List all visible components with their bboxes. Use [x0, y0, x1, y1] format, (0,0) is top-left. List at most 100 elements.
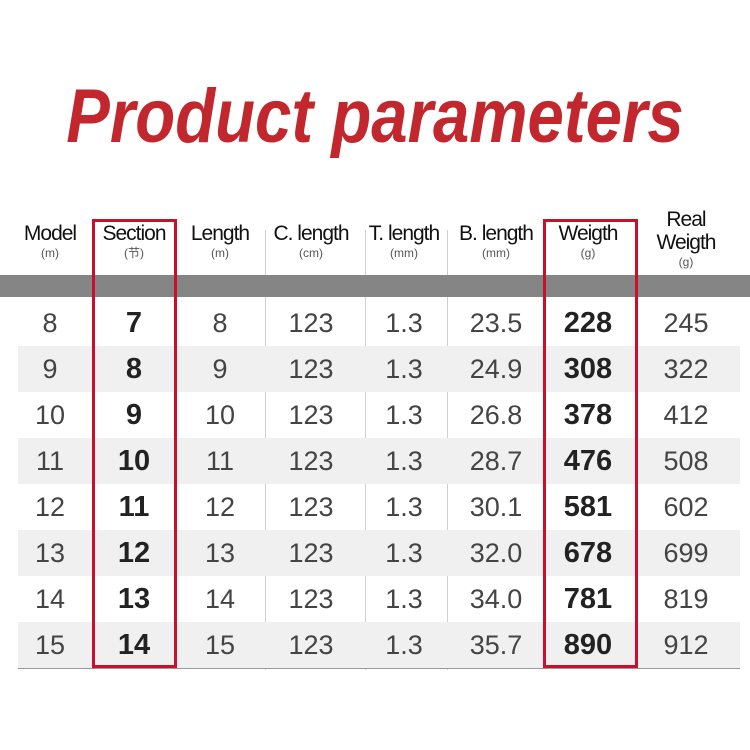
table-cell: 30.1: [469, 492, 523, 522]
table-cell: 1.3: [385, 538, 423, 568]
table-cell: 1.3: [385, 492, 423, 522]
table-cell: 34.0: [469, 584, 523, 614]
highlight-box: [543, 219, 638, 668]
table-row: 9 8 9 123 1.3 24.9 308 322: [18, 346, 740, 392]
column-unit: (cm): [299, 246, 323, 260]
table-row: 12 11 12 123 1.3 30.1 581 602: [18, 484, 740, 530]
table-cell: 123: [288, 446, 334, 476]
table-cell: 13: [34, 538, 66, 568]
table-row: 8 7 8 123 1.3 23.5 228 245: [18, 300, 740, 346]
table-cell: 12: [117, 537, 151, 569]
table-row: 13 12 13 123 1.3 32.0 678 699: [18, 530, 740, 576]
table-row: 11 10 11 123 1.3 28.7 476 508: [18, 438, 740, 484]
column-header: T. length (mm): [368, 222, 440, 260]
table-cell: 228: [563, 307, 613, 339]
table-cell: 322: [663, 354, 709, 384]
table-cell: 308: [563, 353, 613, 385]
column-label: Weigth: [558, 222, 619, 245]
table-cell: 8: [42, 308, 58, 338]
table-cell: 1.3: [385, 400, 423, 430]
table-cell: 9: [42, 354, 58, 384]
table-cell: 508: [663, 446, 709, 476]
table-cell: 1.3: [385, 630, 423, 660]
column-header: C. length (cm): [273, 222, 349, 260]
table-cell: 26.8: [469, 400, 523, 430]
table-cell: 14: [117, 629, 151, 661]
table-cell: 8: [125, 353, 143, 385]
table-cell: 15: [34, 630, 66, 660]
column-header: Model (m): [23, 222, 77, 260]
table-cell: 11: [205, 446, 235, 476]
column-label: B. length: [459, 222, 534, 245]
table-cell: 378: [563, 399, 613, 431]
column-unit: (m): [210, 246, 229, 260]
table-cell: 123: [288, 400, 334, 430]
table-cell: 11: [35, 446, 65, 476]
table-cell: 123: [288, 354, 334, 384]
header-band: [0, 275, 750, 297]
table-cell: 14: [34, 584, 66, 614]
column-label: Section: [102, 222, 166, 245]
table-row: 14 13 14 123 1.3 34.0 781 819: [18, 576, 740, 622]
table-bottom-border: [18, 668, 740, 669]
table-cell: 123: [288, 308, 334, 338]
table-cell: 35.7: [469, 630, 523, 660]
table-cell: 14: [204, 584, 236, 614]
table-cell: 24.9: [469, 354, 523, 384]
table-cell: 7: [125, 307, 143, 339]
table-cell: 9: [125, 399, 143, 431]
table-cell: 13: [117, 583, 151, 615]
table-cell: 1.3: [385, 446, 423, 476]
column-header: Real Weigth (g): [646, 208, 726, 269]
table-cell: 8: [212, 308, 228, 338]
table-cell: 123: [288, 630, 334, 660]
table-row: 15 14 15 123 1.3 35.7 890 912: [18, 622, 740, 668]
table-cell: 123: [288, 538, 334, 568]
table-cell: 678: [563, 537, 613, 569]
column-label: Length: [190, 222, 250, 245]
table-cell: 890: [563, 629, 613, 661]
table-row: 10 9 10 123 1.3 26.8 378 412: [18, 392, 740, 438]
page-title: Product parameters: [66, 74, 684, 159]
table-cell: 476: [563, 445, 613, 477]
column-unit: (节): [123, 246, 144, 260]
table-cell: 12: [34, 492, 66, 522]
table-cell: 245: [663, 308, 709, 338]
table-cell: 123: [288, 492, 334, 522]
table-cell: 1.3: [385, 354, 423, 384]
table-cell: 819: [663, 584, 709, 614]
table-cell: 1.3: [385, 308, 423, 338]
column-label: T. length: [368, 222, 440, 245]
table-cell: 11: [118, 491, 150, 523]
table-cell: 9: [212, 354, 228, 384]
table-cell: 602: [663, 492, 709, 522]
table-cell: 412: [663, 400, 709, 430]
column-unit: (mm): [482, 246, 510, 260]
column-unit: (g): [580, 246, 596, 260]
table-cell: 1.3: [385, 584, 423, 614]
column-header: Length (m): [190, 222, 250, 260]
column-header: B. length (mm): [459, 222, 534, 260]
column-label: Real Weigth: [656, 208, 717, 254]
table-cell: 699: [663, 538, 709, 568]
column-unit: (mm): [390, 246, 418, 260]
column-label: Model: [23, 222, 77, 245]
table-cell: 15: [204, 630, 236, 660]
table-cell: 23.5: [469, 308, 523, 338]
table-cell: 912: [663, 630, 709, 660]
column-unit: (m): [40, 246, 59, 260]
table-cell: 123: [288, 584, 334, 614]
table-cell: 28.7: [469, 446, 523, 476]
table-cell: 32.0: [469, 538, 523, 568]
table-cell: 781: [563, 583, 613, 615]
table-cell: 10: [34, 400, 66, 430]
highlight-box: [92, 219, 177, 668]
column-unit: (g): [678, 255, 694, 269]
table-cell: 581: [563, 491, 613, 523]
column-header: Weigth (g): [558, 222, 619, 260]
table-cell: 12: [204, 492, 236, 522]
table-cell: 13: [204, 538, 236, 568]
table-cell: 10: [117, 445, 151, 477]
column-label: C. length: [273, 222, 349, 245]
table-cell: 10: [204, 400, 236, 430]
